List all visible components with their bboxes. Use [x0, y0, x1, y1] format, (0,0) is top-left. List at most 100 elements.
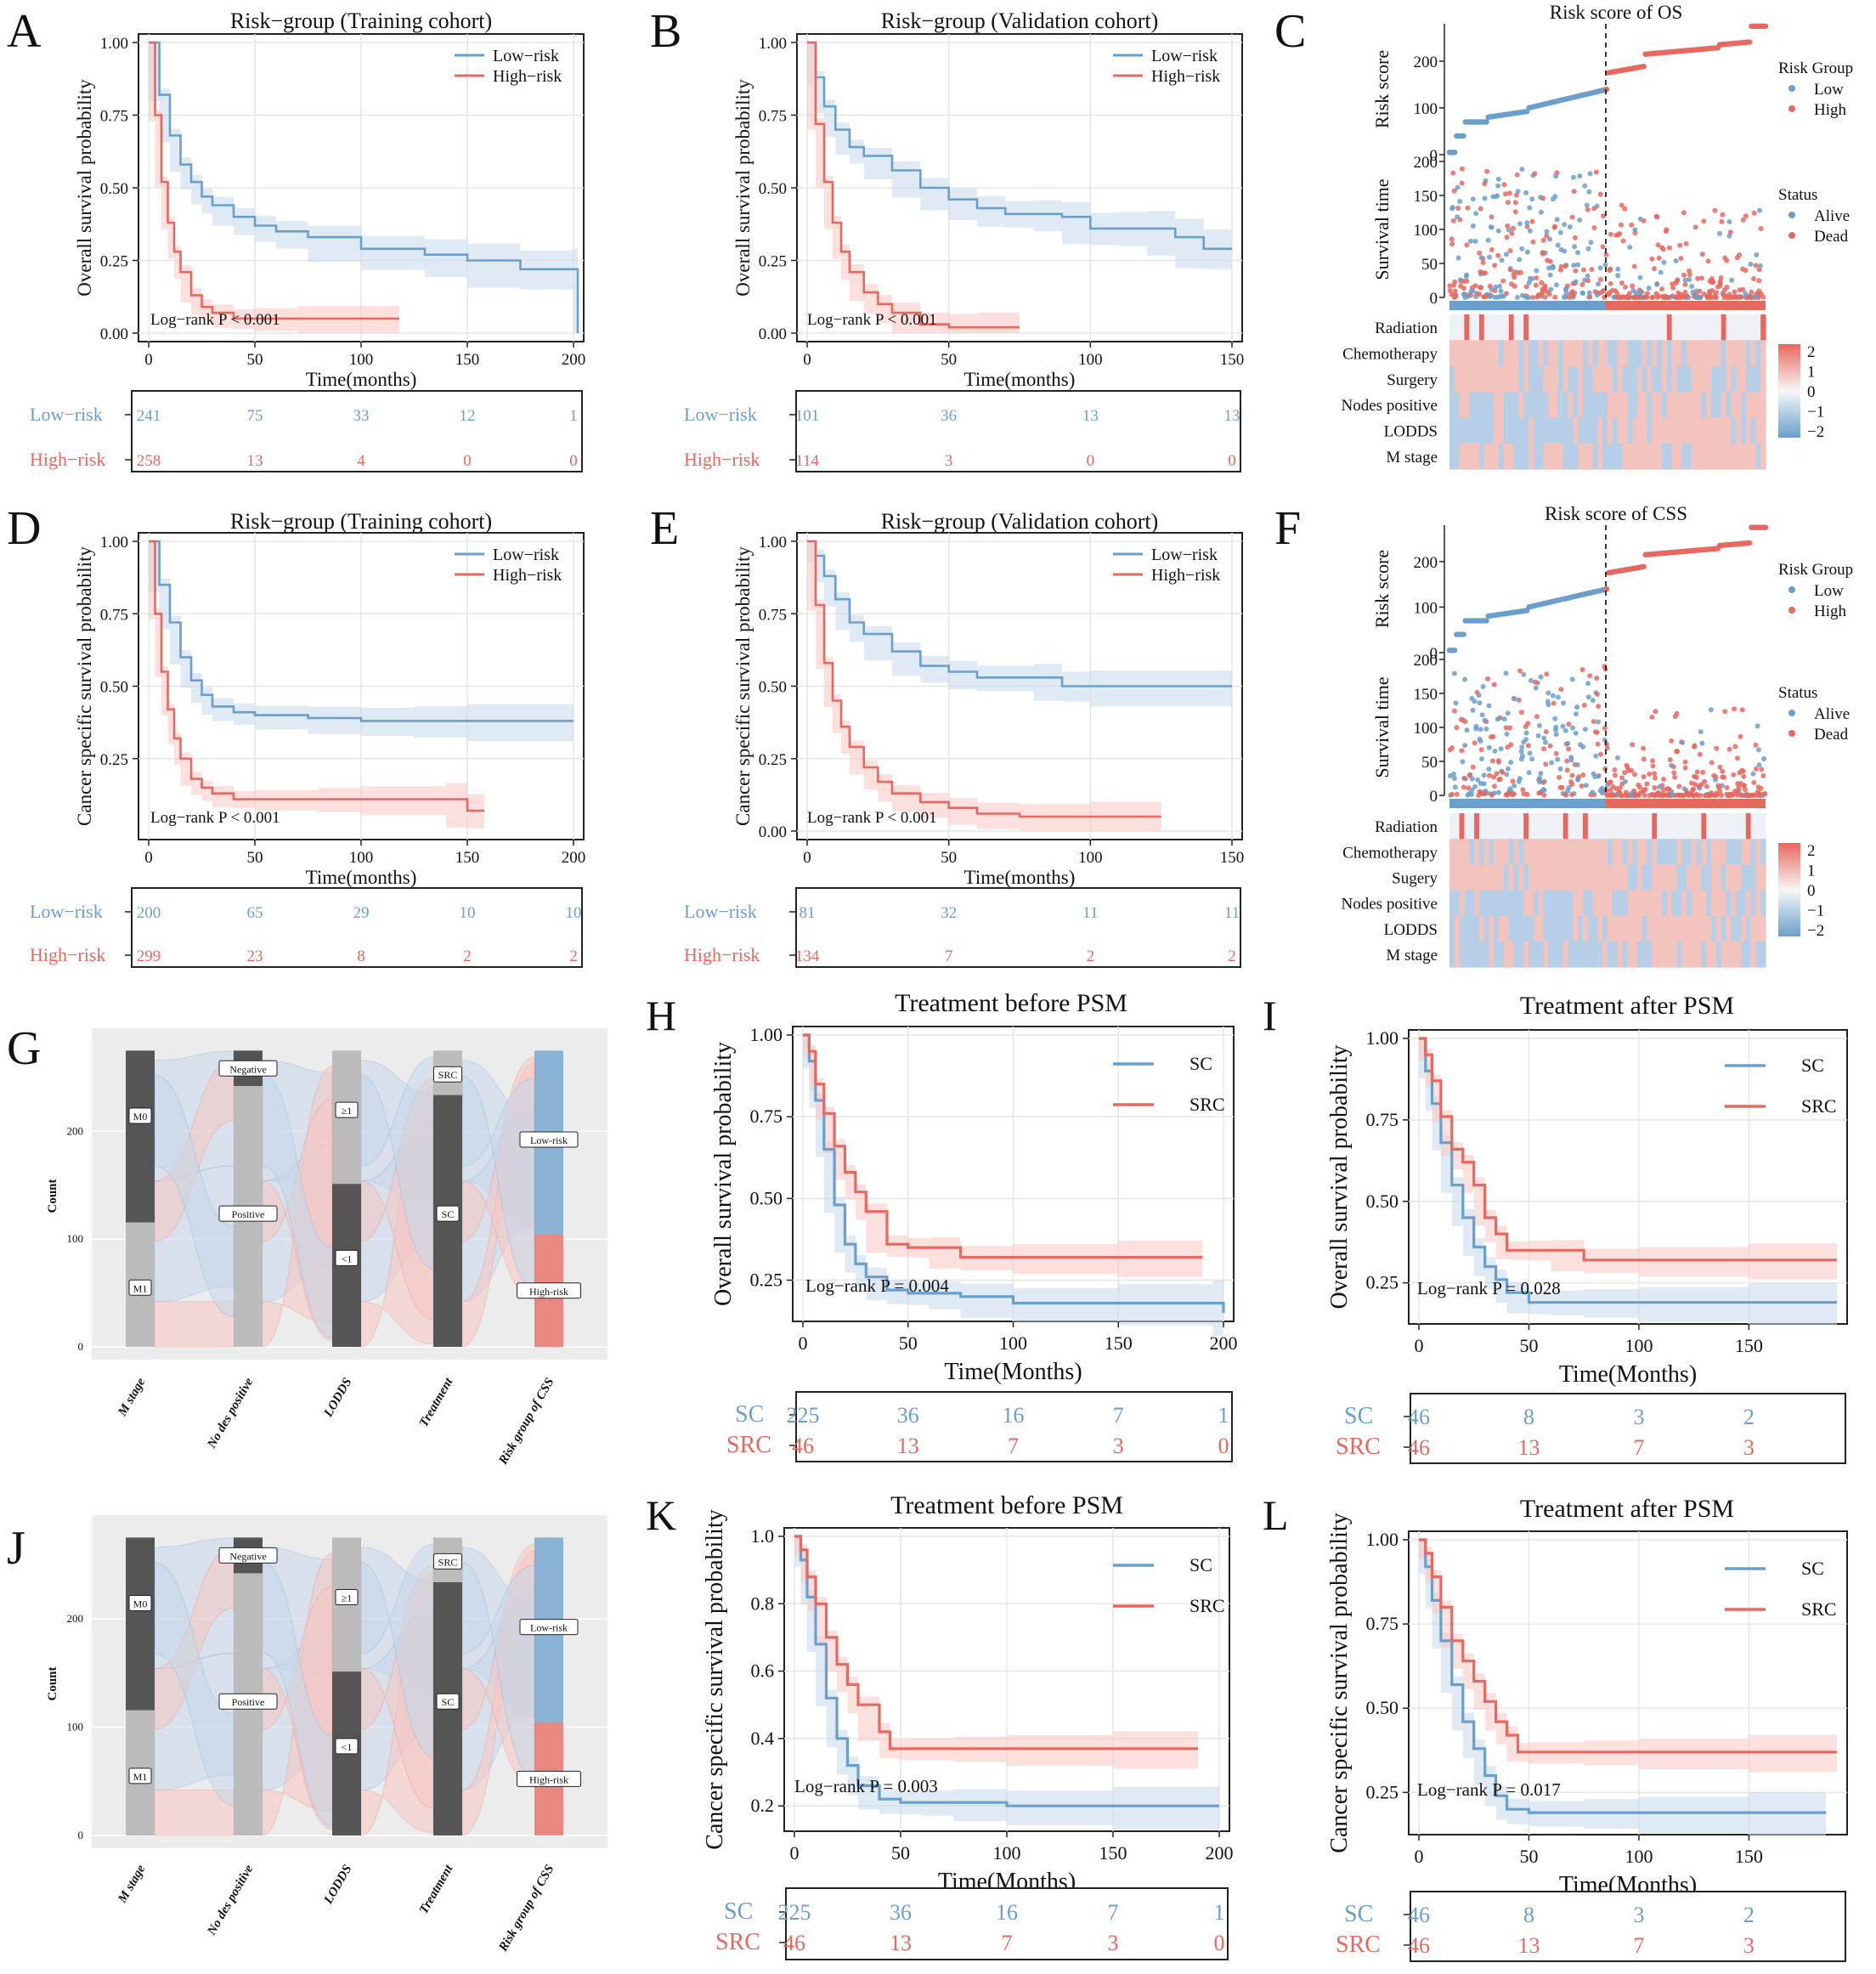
heatmap-cell [1557, 915, 1564, 942]
heatmap-cell [1499, 392, 1505, 418]
heatmap-cell [1612, 314, 1619, 341]
heatmap-cell [1657, 813, 1663, 840]
survival-time-point [1527, 750, 1533, 756]
heatmap-cell [1666, 365, 1673, 393]
survival-time-point [1568, 755, 1574, 761]
survival-time-point [1562, 791, 1568, 797]
heatmap-cell [1627, 417, 1633, 444]
heatmap-cell [1711, 392, 1717, 418]
x-tick-label: 50 [891, 1842, 910, 1864]
plot-title: Risk−group (Training cohort) [230, 509, 492, 534]
survival-time-point [1750, 771, 1756, 777]
heatmap-cell [1736, 340, 1742, 367]
survival-time-point [1530, 295, 1536, 300]
heatmap-cell [1553, 392, 1559, 418]
heatmap-cell [1608, 392, 1613, 418]
heatmap-cell [1469, 839, 1475, 865]
ci-band-low [807, 541, 1232, 707]
heatmap-cell [1755, 340, 1761, 367]
survival-time-point [1581, 267, 1586, 273]
heatmap-cell [1617, 443, 1623, 470]
survival-time-point [1579, 281, 1585, 287]
risk-count: 46 [1408, 1405, 1430, 1429]
heatmap-cell [1696, 915, 1702, 942]
group-bar-high [1606, 301, 1766, 310]
heatmap-cell [1706, 314, 1712, 341]
survival-time-point [1726, 219, 1732, 224]
legend-label: SC [1189, 1053, 1212, 1074]
survival-time-point [1496, 777, 1502, 783]
survival-time-point [1498, 288, 1504, 294]
heatmap-cell [1494, 915, 1500, 942]
survival-time-point [1693, 774, 1699, 780]
risk-count: 3 [1633, 1405, 1644, 1429]
heatmap-cell [1528, 890, 1534, 917]
survival-time-point [1713, 294, 1719, 300]
survival-time-point [1620, 238, 1626, 244]
survival-time-point [1483, 294, 1489, 300]
survival-time-point [1734, 255, 1740, 261]
heatmap-cell [1627, 314, 1633, 341]
heatmap-cell [1508, 941, 1515, 968]
heatmap-cell [1582, 864, 1589, 891]
legend-dot [1788, 586, 1795, 593]
survival-time-point [1607, 268, 1613, 274]
y-axis-label: Cancer specific survival probability [74, 546, 95, 826]
heatmap-cell [1671, 417, 1677, 444]
survival-time-point [1497, 283, 1503, 289]
survival-time-point [1495, 193, 1500, 199]
survival-time-point [1482, 717, 1488, 723]
x-tick-label: 100 [349, 351, 374, 369]
survival-time-point [1547, 258, 1553, 264]
heatmap-cell [1671, 813, 1677, 840]
heatmap-cell [1760, 941, 1766, 968]
heatmap-cell [1548, 864, 1554, 891]
risk-row-label: SC [724, 1898, 753, 1925]
heatmap-cell [1518, 941, 1524, 968]
survival-time-point [1528, 677, 1534, 683]
heatmap-cell [1711, 915, 1717, 942]
survival-time-point [1563, 286, 1569, 291]
heatmap-cell [1474, 864, 1480, 891]
heatmap-cell [1691, 890, 1698, 917]
heatmap-cell [1454, 365, 1461, 393]
survival-time-point [1635, 294, 1641, 300]
heatmap-cell [1543, 365, 1549, 393]
survival-time-point [1587, 673, 1593, 679]
heatmap-cell [1671, 864, 1677, 891]
legend-label: SRC [1189, 1595, 1225, 1616]
survival-time-point [1580, 772, 1586, 778]
survival-time-point [1593, 169, 1599, 175]
survival-time-point [1470, 707, 1476, 713]
legend-label: Low [1814, 81, 1844, 99]
heatmap-cell [1474, 839, 1480, 865]
heatmap-cell [1602, 340, 1608, 367]
heatmap-cell [1666, 392, 1673, 418]
heatmap-cell [1636, 392, 1643, 418]
heatmap-cell [1696, 941, 1702, 968]
heatmap-cell [1548, 340, 1554, 367]
heatmap-cell [1523, 890, 1529, 917]
heatmap-cell [1657, 915, 1663, 942]
survival-time-point [1451, 708, 1457, 714]
survival-time-point [1533, 685, 1539, 691]
y-tick-label: 0.75 [759, 108, 787, 126]
survival-time-point [1570, 174, 1576, 180]
legend-dot [1788, 710, 1795, 716]
survival-time-point [1569, 772, 1575, 778]
survival-time-point [1667, 757, 1673, 763]
survival-time-point [1478, 738, 1483, 744]
heatmap-cell [1449, 864, 1455, 891]
survival-time-point [1461, 775, 1467, 781]
x-axis-category-label: Treatment [417, 1375, 456, 1429]
survival-time-point [1682, 294, 1688, 300]
survival-time-point [1552, 716, 1558, 721]
heatmap-cell [1711, 941, 1717, 968]
heatmap-cell [1578, 340, 1584, 367]
survival-time-point [1596, 704, 1602, 710]
survival-time-point [1587, 294, 1593, 300]
survival-time-point [1653, 213, 1659, 219]
heatmap-cell [1523, 365, 1529, 393]
heatmap-cell [1469, 890, 1475, 917]
legend-label: SRC [1801, 1598, 1837, 1620]
